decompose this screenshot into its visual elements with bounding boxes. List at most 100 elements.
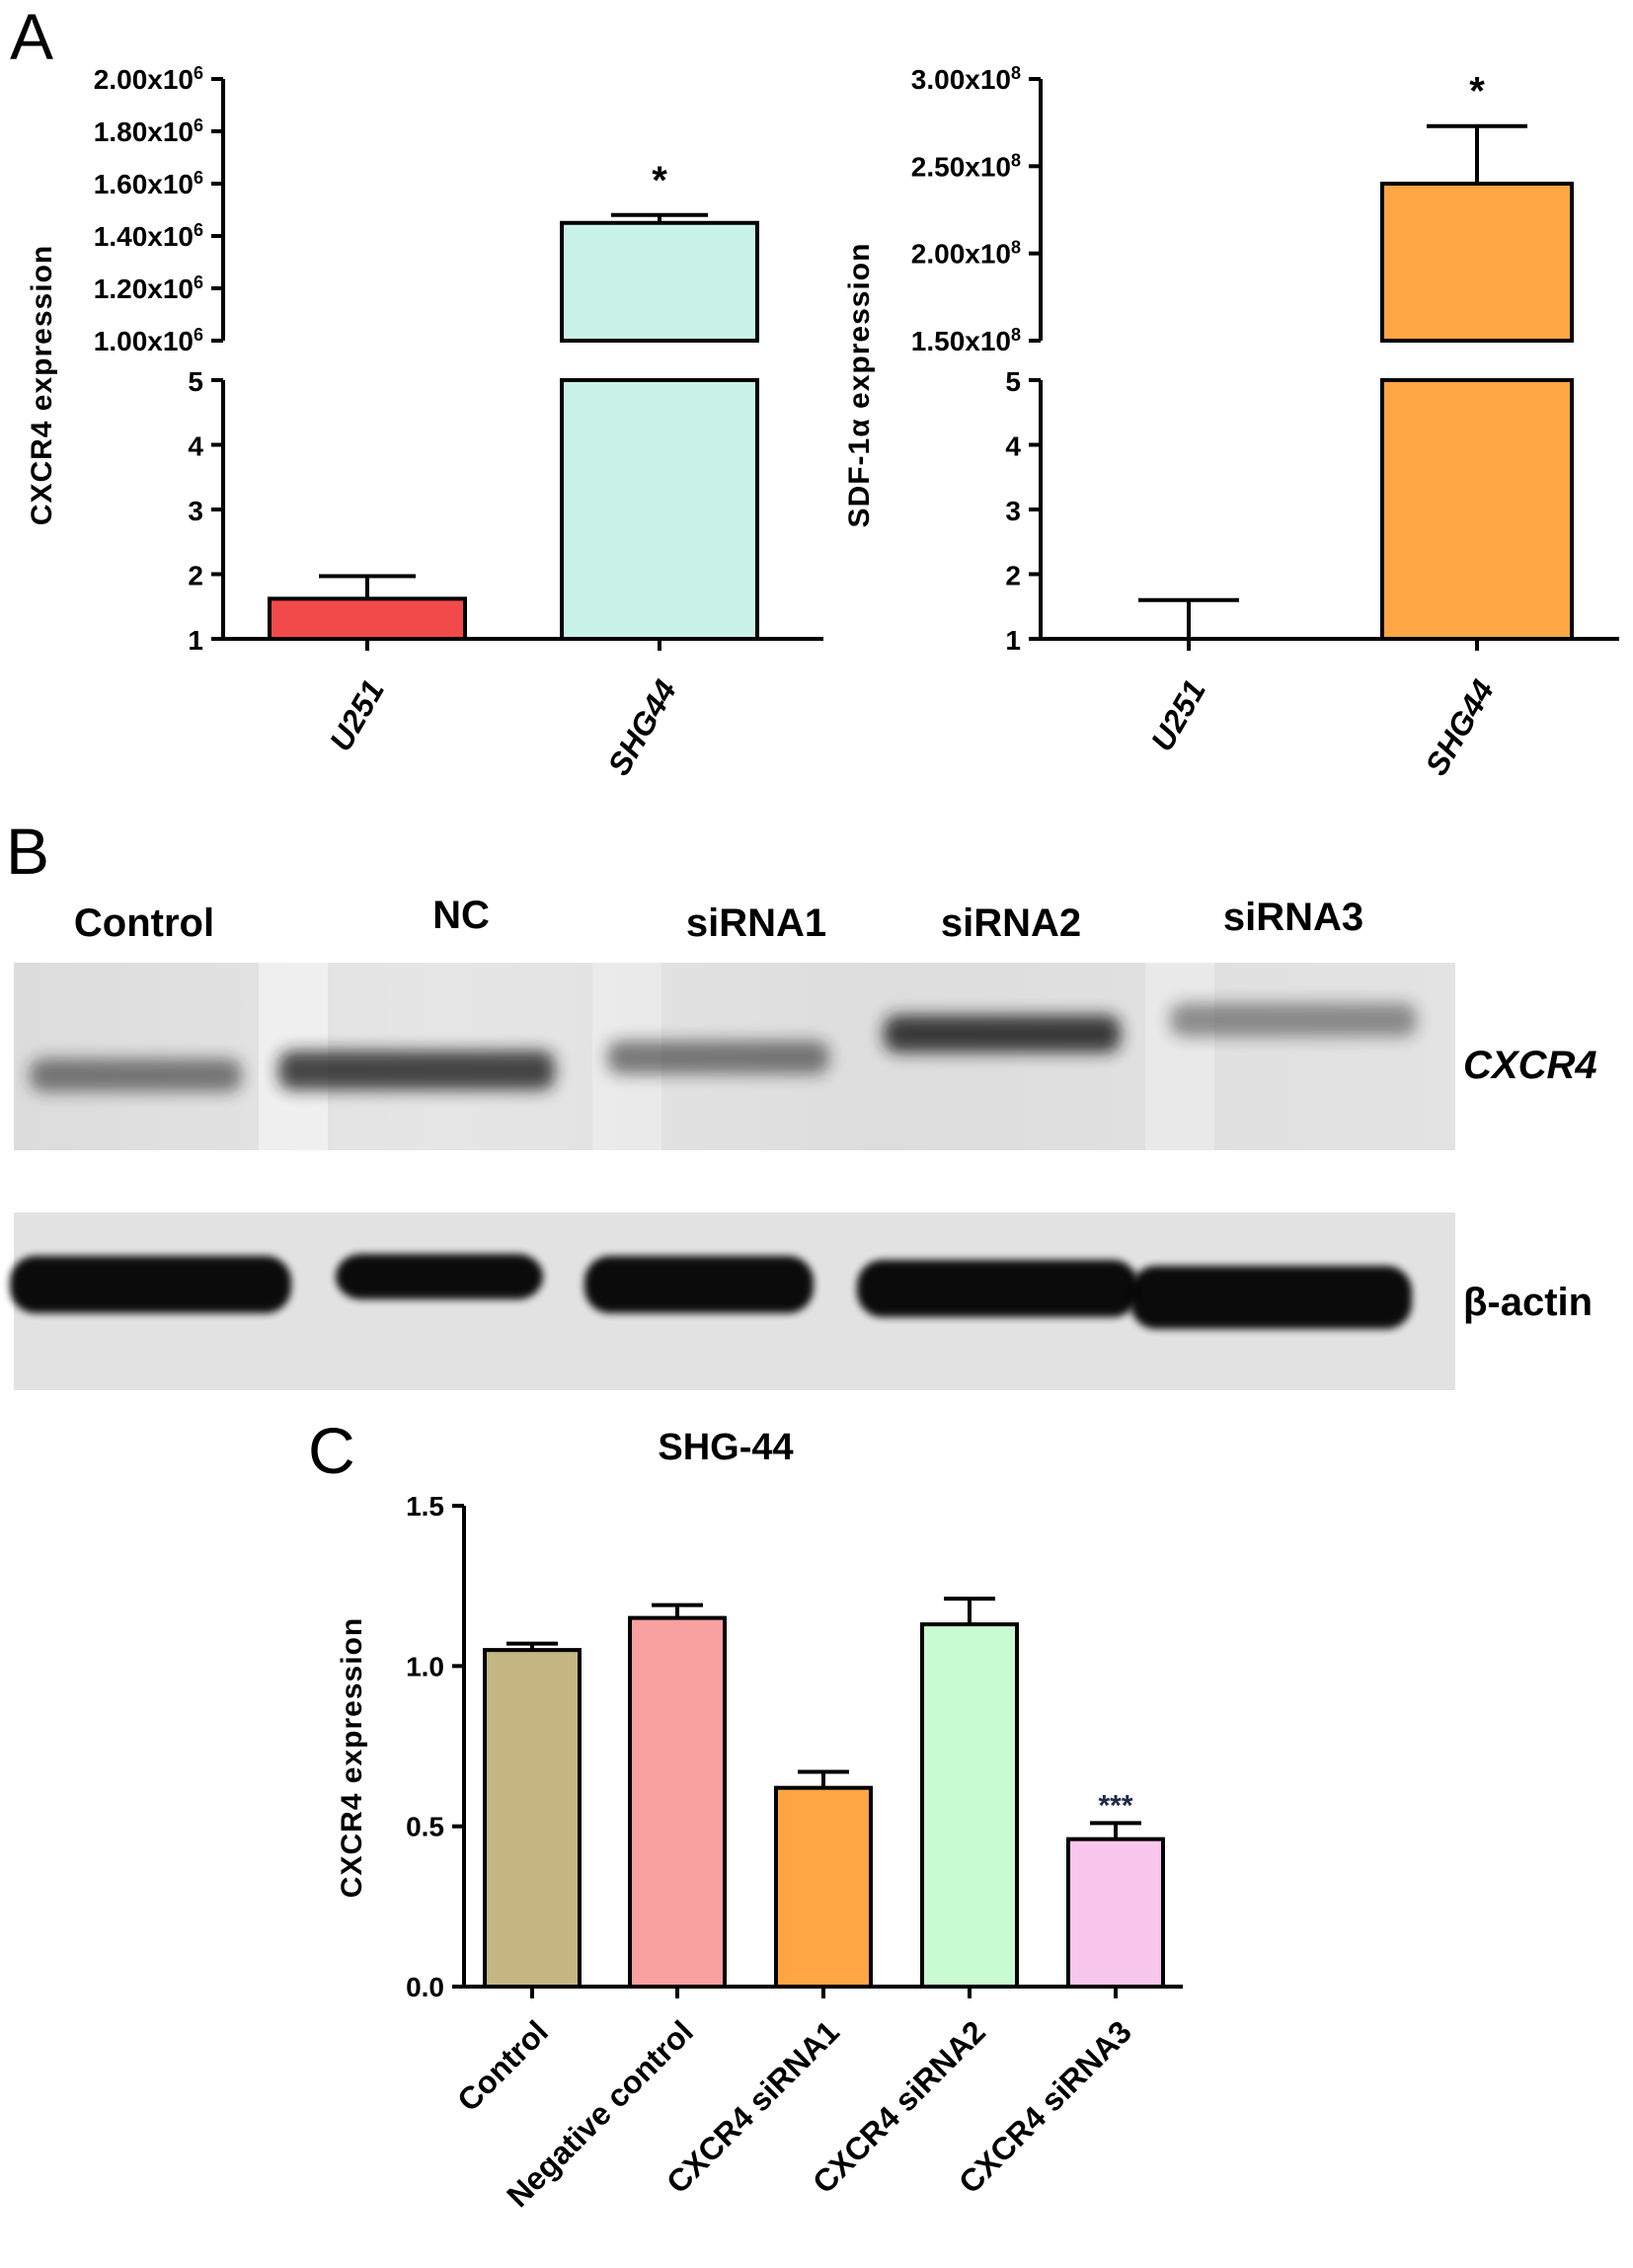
lane-label: siRNA1 [686,901,826,945]
tick-mantissa: 2.00x10 [94,64,194,95]
tick-mantissa: 1.50x10 [911,326,1011,356]
bars: * [268,159,761,642]
y-tick-label: 1.0 [406,1651,444,1681]
actin-bands [10,1254,1412,1329]
protein-label-cxcr4: CXCR4 [1463,1044,1597,1087]
lane-gap [1145,963,1214,1150]
y-tick-label: 2 [188,561,203,591]
y-tick-label: 2.00x108 [911,238,1021,270]
y-tick-label: 2.50x108 [911,150,1021,182]
y-tick-label: 3 [1005,496,1021,526]
chart-a-left: CXCR4 expression 123451.00x1061.20x1061.… [26,63,823,781]
band [857,1260,1138,1317]
tick-mantissa: 1.60x10 [94,169,194,199]
bar-lower [1380,378,1574,641]
tick-exponent: 8 [1011,150,1021,170]
x-tick-labels: U251 SHG44 [323,673,684,781]
lane-label: siRNA2 [941,901,1081,945]
tick-exponent: 8 [1011,63,1021,83]
chart-title: SHG-44 [658,1427,793,1468]
bars: * [1138,70,1576,641]
bar-upper [560,220,759,343]
y-axis-label: CXCR4 expression [336,1617,368,1898]
tick-mantissa: 2.00x10 [911,239,1011,270]
y-tick-label: 2.00x106 [94,63,203,95]
y-tick-label: 4 [1005,431,1021,462]
y-tick-label: 1.50x108 [911,325,1021,356]
tick-exponent: 6 [194,116,203,135]
y-tick-label: 5 [1005,366,1021,397]
y-tick-label: 1.40x106 [94,220,203,252]
band [1170,1003,1417,1037]
tick-mantissa: 3.00x10 [911,64,1011,95]
bar-lower [560,378,759,641]
tick-exponent: 8 [1011,238,1021,258]
significance-marker: * [652,159,667,202]
significance-marker: *** [1098,1789,1132,1822]
bar-upper [1380,182,1574,343]
y-tick-label: 3 [188,496,203,526]
western-blot: Control NC siRNA1 siRNA2 siRNA3 CXCR4 β-acti… [10,894,1597,1390]
bar [483,1648,582,1989]
y-tick-label: 4 [188,431,203,462]
y-tick-label: 1.00x106 [94,325,203,356]
x-tick-label: U251 [1144,674,1212,757]
y-tick-label: 0.0 [406,1972,444,2002]
chart-a-right: SDF-1α expression 123451.50x1082.00x1082… [843,63,1619,781]
y-tick-label: 5 [188,366,203,397]
tick-mantissa: 1.40x10 [94,221,194,252]
y-tick-label: 1.5 [406,1491,444,1522]
y-ticks: 0.0 0.5 1.0 1.5 [406,1491,444,2002]
y-tick-label: 3.00x108 [911,63,1021,95]
band [30,1058,242,1092]
bars: *** [483,1597,1165,1990]
panel-letter-a: A [10,0,53,73]
lane-label: siRNA3 [1223,896,1363,939]
bar [268,596,467,642]
band [884,1015,1121,1053]
tick-exponent: 8 [1011,325,1021,345]
x-tick-label: Control [450,2013,555,2118]
bar [774,1785,873,1989]
band [1130,1266,1412,1329]
y-axis-label: SDF-1α expression [843,243,876,528]
x-tick-label: U251 [323,674,391,757]
tick-mantissa: 1.00x10 [94,326,194,356]
band [336,1254,543,1299]
chart-c: SHG-44 CXCR4 expression 0.0 0.5 1.0 1.5 ***… [336,1427,1183,2214]
panel-letter-b: B [6,815,49,888]
lane-label: Control [74,901,214,945]
protein-label-actin: β-actin [1463,1281,1593,1324]
bar [628,1615,727,1989]
x-tick-label: SHG44 [600,673,683,781]
lane-label: NC [432,894,490,937]
axis-break-gap [1378,343,1576,378]
band [278,1051,555,1090]
y-tick-label: 1.20x106 [94,273,203,304]
bar [1066,1837,1165,1989]
tick-exponent: 6 [194,273,203,292]
y-tick-label: 1.60x106 [94,168,203,199]
tick-exponent: 6 [194,168,203,188]
bar [920,1622,1019,1990]
axis-break-gap [558,343,761,378]
band [607,1041,829,1074]
tick-mantissa: 1.20x10 [94,274,194,304]
tick-exponent: 6 [194,63,203,83]
y-tick-label: 0.5 [406,1812,444,1842]
y-tick-label: 1 [188,625,203,656]
y-tick-label: 1 [1005,625,1021,656]
x-tick-labels: U251 SHG44 [1144,673,1502,781]
tick-exponent: 6 [194,220,203,240]
significance-marker: * [1469,70,1485,114]
x-tick-label: SHG44 [1418,673,1501,781]
cxcr4-bands [30,963,1417,1150]
tick-mantissa: 2.50x10 [911,151,1011,182]
band [10,1256,291,1313]
y-tick-label: 2 [1005,561,1021,591]
y-axis-label: CXCR4 expression [26,245,58,525]
y-tick-label: 1.80x106 [94,116,203,147]
